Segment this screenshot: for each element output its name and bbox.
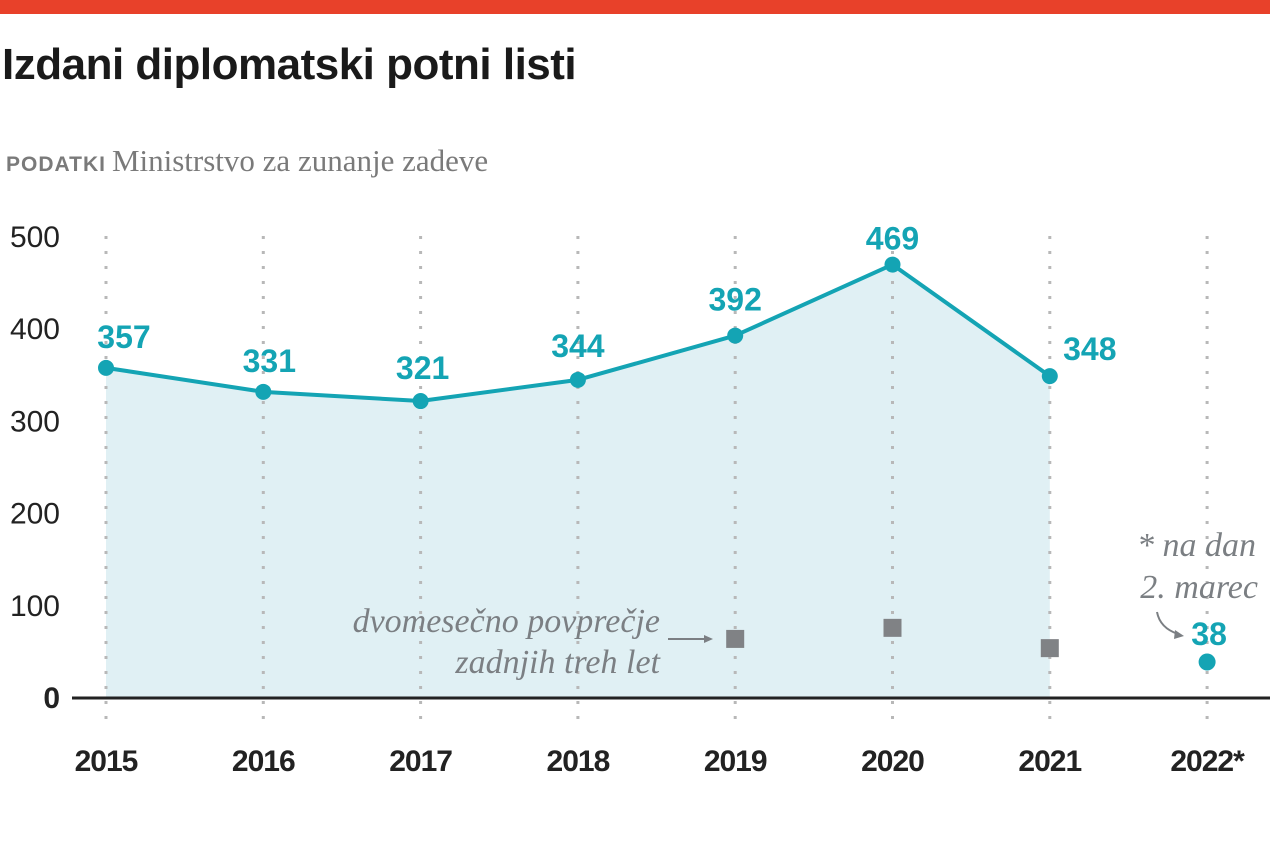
partial-annotation-line2: 2. marec <box>1140 569 1258 606</box>
data-label-2022: 38 <box>1191 616 1227 652</box>
data-label-2019: 392 <box>709 282 762 318</box>
data-label-2017: 321 <box>396 350 449 386</box>
data-points <box>98 256 1216 671</box>
x-axis: 2015 2016 2017 2018 2019 2020 2021 2022* <box>75 745 1247 778</box>
annotations: dvomesečno povprečje zadnjih treh let * … <box>353 527 1258 681</box>
data-point-2015 <box>98 359 114 376</box>
x-tick-label: 2018 <box>547 745 610 778</box>
data-point-2022 <box>1198 653 1216 671</box>
x-tick-label: 2016 <box>232 745 295 778</box>
data-label-2016: 331 <box>243 343 296 379</box>
arrow-right-icon <box>668 635 713 643</box>
data-point-2016 <box>255 383 272 400</box>
chart-title: Izdani diplomatski potni listi <box>2 40 577 89</box>
x-tick-label: 2017 <box>389 745 452 778</box>
x-tick-label: 2021 <box>1018 745 1081 778</box>
data-point-2018 <box>569 371 586 388</box>
y-tick-label: 0 <box>43 682 60 715</box>
source-label: PODATKI <box>6 153 106 176</box>
x-tick-label: 2015 <box>75 745 138 778</box>
x-tick-label: 2022* <box>1170 745 1245 778</box>
x-tick-label: 2020 <box>861 745 924 778</box>
y-tick-label: 400 <box>10 313 60 346</box>
source-text: Ministrstvo za zunanje zadeve <box>111 143 489 178</box>
data-point-2021 <box>1041 368 1058 385</box>
y-axis: 0 100 200 300 400 500 <box>10 221 60 715</box>
source-line: PODATKI Ministrstvo za zunanje zadeve <box>6 143 488 179</box>
average-markers <box>726 618 1059 658</box>
average-annotation-line2: zadnjih treh let <box>454 644 661 681</box>
data-label-2018: 344 <box>551 328 605 364</box>
y-tick-label: 500 <box>10 221 60 254</box>
data-point-2019 <box>727 327 744 344</box>
data-point-2017 <box>412 393 429 410</box>
curved-arrow-icon <box>1156 611 1184 639</box>
data-label-2015: 357 <box>97 319 150 355</box>
y-tick-label: 100 <box>10 590 60 623</box>
average-marker-2019 <box>726 629 745 648</box>
area-layer <box>106 264 1050 697</box>
average-marker-2021 <box>1040 639 1059 658</box>
data-label-2020: 469 <box>866 221 919 257</box>
y-tick-label: 300 <box>10 405 60 438</box>
partial-annotation-line1: * na dan <box>1137 527 1256 564</box>
accent-bar <box>0 0 1270 14</box>
y-tick-label: 200 <box>10 498 60 531</box>
average-marker-2020 <box>883 618 902 637</box>
x-tick-label: 2019 <box>704 745 767 778</box>
average-annotation-line1: dvomesečno povprečje <box>353 603 660 640</box>
data-label-2021: 348 <box>1063 331 1116 367</box>
area-fill <box>106 264 1050 697</box>
data-labels: 357 331 321 344 392 469 348 38 <box>97 221 1227 652</box>
data-point-2020 <box>884 256 901 273</box>
